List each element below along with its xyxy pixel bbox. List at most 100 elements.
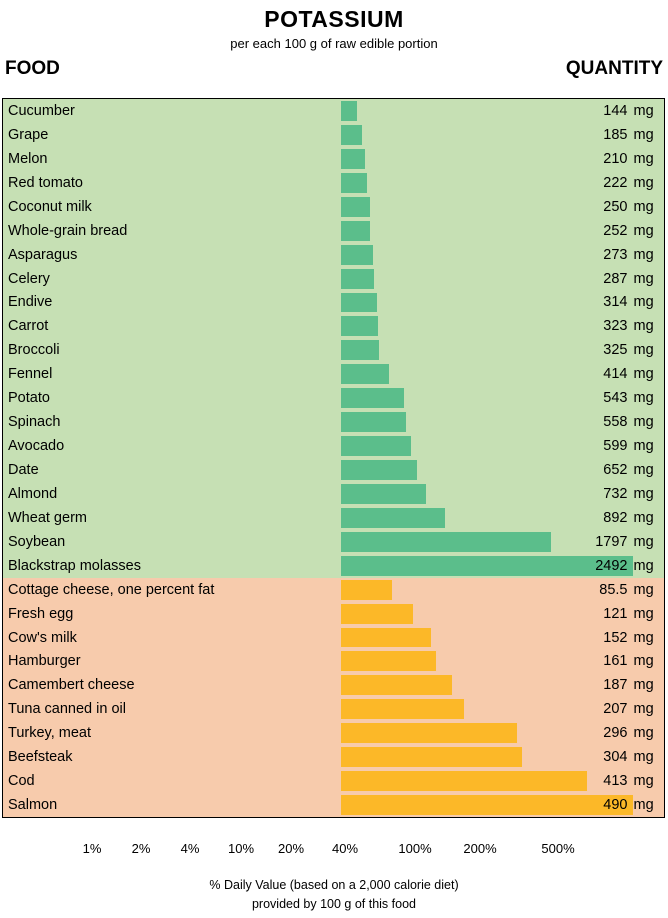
food-name: Cow's milk [8,629,77,646]
food-row: Tuna canned in oil 207 mg [3,697,664,721]
potassium-bar [340,795,633,816]
quantity-value: 144 [603,102,628,119]
quantity-unit: mg [633,318,654,335]
quantity-unit: mg [633,414,654,431]
quantity-unit: mg [633,150,654,167]
potassium-bar [340,292,378,313]
quantity-unit: mg [633,438,654,455]
axis-tick-label: 40% [331,841,359,856]
quantity-unit: mg [633,174,654,191]
food-name: Grape [8,126,49,143]
potassium-bar [340,675,452,696]
potassium-bar [340,101,358,121]
food-row: Cow's milk 152 mg [3,626,664,650]
food-name: Beefsteak [8,749,73,766]
animal-foods-section: Cottage cheese, one percent fat 85.5 mg Fre… [3,577,664,817]
quantity-value: 892 [603,509,628,526]
food-row: Wheat germ 892 mg [3,506,664,530]
food-row: Hamburger 161 mg [3,649,664,673]
quantity-value: 652 [603,462,628,479]
quantity-value: 732 [603,485,628,502]
food-row: Coconut milk 250 mg [3,195,664,219]
quantity-value: 323 [603,318,628,335]
food-row: Endive 314 mg [3,291,664,315]
food-name: Cottage cheese, one percent fat [8,581,215,598]
food-row: Asparagus 273 mg [3,243,664,267]
axis-tick-label: 100% [398,841,432,856]
food-name: Red tomato [8,174,83,191]
quantity-column-header: QUANTITY [565,58,663,79]
food-row: Soybean 1797 mg [3,530,664,554]
quantity-unit: mg [633,677,654,694]
quantity-unit: mg [633,773,654,790]
quantity-unit: mg [633,342,654,359]
food-name: Fennel [8,366,53,383]
food-row: Fennel 414 mg [3,362,664,386]
quantity-value: 314 [603,294,628,311]
quantity-value: 250 [603,198,628,215]
food-row: Fresh egg 121 mg [3,602,664,626]
quantity-value: 152 [603,629,628,646]
food-name: Cod [8,773,35,790]
food-row: Avocado 599 mg [3,434,664,458]
potassium-bar [340,699,464,720]
food-row: Cottage cheese, one percent fat 85.5 mg [3,578,664,602]
food-name: Almond [8,485,58,502]
potassium-bar [340,771,587,792]
potassium-bar [340,388,405,409]
potassium-bar [340,579,392,600]
quantity-value: 121 [603,605,628,622]
food-name: Coconut milk [8,198,92,215]
plant-foods-section: Cucumber 144 mg Grape 185 mg Melon 210 mg Red tom… [3,99,664,578]
food-row: Broccoli 325 mg [3,338,664,362]
food-row: Almond 732 mg [3,482,664,506]
quantity-unit: mg [633,270,654,287]
quantity-value: 414 [603,366,628,383]
quantity-value: 490 [603,797,628,814]
axis-tick-label: 500% [541,841,575,856]
quantity-value: 210 [603,150,628,167]
potassium-bar [340,531,552,552]
potassium-bar [340,196,370,217]
quantity-unit: mg [633,629,654,646]
quantity-value: 599 [603,438,628,455]
food-row: Turkey, meat 296 mg [3,721,664,745]
quantity-value: 273 [603,246,628,263]
quantity-value: 187 [603,677,628,694]
potassium-bar [340,436,411,457]
axis-tick-label: 200% [463,841,497,856]
page-title: POTASSIUM [264,6,404,32]
food-name: Whole-grain bread [8,222,128,239]
food-row: Red tomato 222 mg [3,171,664,195]
potassium-bar [340,412,406,433]
potassium-bar [340,484,427,504]
quantity-value: 325 [603,342,628,359]
quantity-unit: mg [633,198,654,215]
food-name: Fresh egg [8,605,74,622]
food-name: Cucumber [8,102,75,119]
food-row: Salmon 490 mg [3,793,664,817]
food-row: Potato 543 mg [3,386,664,410]
quantity-value: 413 [603,773,628,790]
potassium-bar [340,627,432,648]
potassium-bar [340,507,445,528]
axis-tick-label: 2% [131,841,151,856]
x-axis: 1% 2% 4% 10% 20% 40% 100% 200% 500% [0,841,668,857]
food-name: Broccoli [8,342,60,359]
quantity-unit: mg [633,749,654,766]
food-name: Date [8,462,39,479]
quantity-unit: mg [633,701,654,718]
food-name: Soybean [8,533,66,550]
food-row: Beefsteak 304 mg [3,745,664,769]
chart-area: Cucumber 144 mg Grape 185 mg Melon 210 mg Red tom… [2,98,665,818]
quantity-unit: mg [633,222,654,239]
food-name: Celery [8,270,50,287]
quantity-value: 85.5 [599,581,628,598]
food-row: Date 652 mg [3,458,664,482]
quantity-unit: mg [633,294,654,311]
axis-tick-label: 20% [277,841,305,856]
axis-tick-label: 10% [227,841,255,856]
potassium-bar [340,172,367,193]
quantity-unit: mg [633,485,654,502]
quantity-unit: mg [633,725,654,742]
